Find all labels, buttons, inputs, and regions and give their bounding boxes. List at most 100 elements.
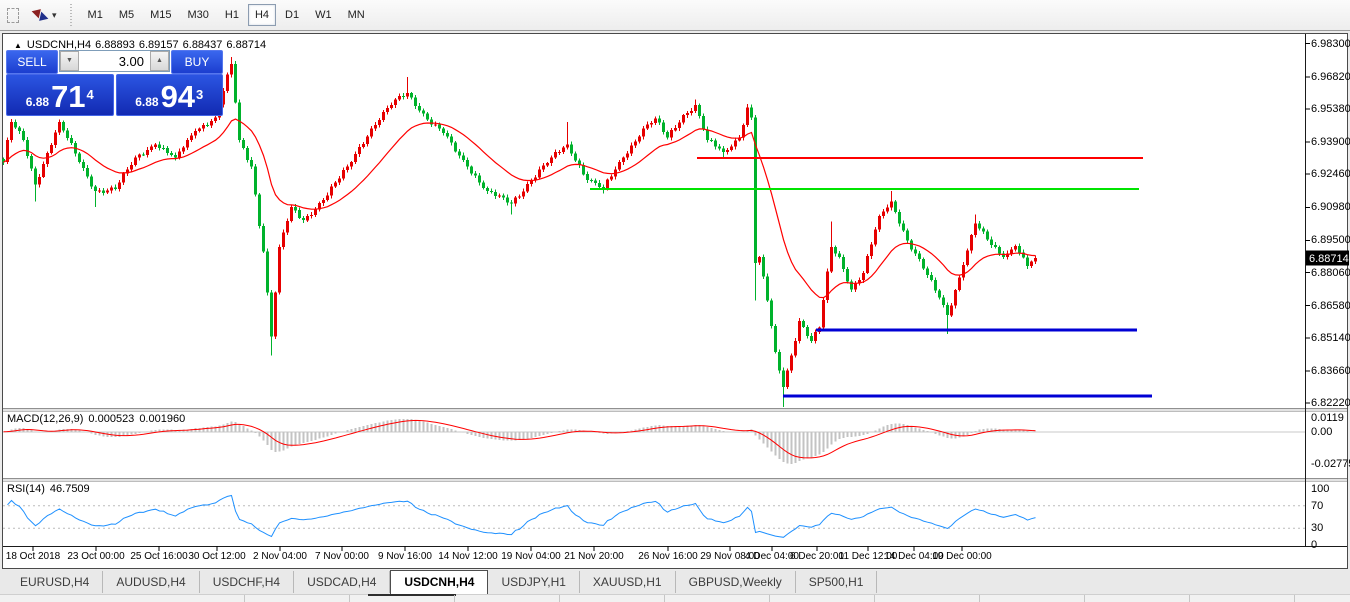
time-axis-label: 29 Nov 08:00 [700,551,760,562]
volume-spinner: ▼ 3.00 ▲ [59,50,170,72]
toolbar-grip[interactable] [68,4,74,26]
volume-value[interactable]: 3.00 [118,53,144,69]
tab-usdcnh-h4[interactable]: USDCNH,H4 [390,570,489,594]
timeframe-mn-button[interactable]: MN [341,4,372,26]
tab-xauusd-h1[interactable]: XAUUSD,H1 [580,571,676,593]
candles-layer[interactable] [2,57,1037,407]
sr-lines [590,157,1152,398]
bid-price-panel[interactable]: 6.88 71 4 [6,74,114,116]
macd-value-main: 0.000523 [88,413,135,425]
tab-usdcad-h4[interactable]: USDCAD,H4 [294,571,391,593]
price-axis-label: 6.85140 [1311,331,1350,344]
time-axis-label: 30 Oct 12:00 [188,551,246,562]
dropdown-arrow-icon[interactable]: ▾ [52,9,57,20]
time-axis-label: 19 Dec 00:00 [932,551,992,562]
rsi-axis-label: 30 [1311,522,1324,535]
current-price-label: 6.88714 [1309,253,1349,265]
selection-box-icon[interactable] [4,6,22,24]
ask-big-digits: 94 [160,79,196,114]
status-cells [140,595,1350,602]
symbol-tab-bar: EURUSD,H4 AUDUSD,H4 USDCHF,H4 USDCAD,H4 … [0,570,1350,594]
ohlc-low: 6.88437 [182,39,223,51]
time-axis-label: 25 Oct 16:00 [130,551,188,562]
rsi-axis-label: 70 [1311,499,1324,512]
bid-prefix: 6.88 [25,95,50,109]
price-axis-label: 6.88060 [1311,266,1350,279]
price-axis-label: 6.98300 [1311,37,1350,50]
rsi-level-lines [3,505,1305,529]
ohlc-high: 6.89157 [138,39,179,51]
tab-usdchf-h4[interactable]: USDCHF,H4 [200,571,295,593]
ask-prefix: 6.88 [135,95,159,109]
timeframe-m30-button[interactable]: M30 [181,4,216,26]
rsi-label: RSI(14) [7,483,45,495]
price-axis-label: 6.96820 [1311,70,1350,83]
timeframe-m5-button[interactable]: M5 [112,4,141,26]
bid-big-digits: 71 [51,79,86,114]
sell-button[interactable]: SELL [6,50,58,74]
timeframe-w1-button[interactable]: W1 [308,4,339,26]
time-axis-label: 14 Dec 04:00 [884,551,944,562]
tab-sp500-h1[interactable]: SP500,H1 [796,571,878,593]
ask-pip-digit: 3 [196,87,204,102]
symbol-title: USDCNH,H4 [26,39,92,51]
time-axis-label: 18 Oct 2018 [5,551,61,562]
top-toolbar: ▾ M1 M5 M15 M30 H1 H4 D1 W1 MN [0,0,1350,31]
time-axis-label: 6 Dec 20:00 [790,551,844,562]
ask-price-panel[interactable]: 6.88 94 3 [115,74,223,116]
volume-increase-icon[interactable]: ▲ [150,51,169,71]
macd-axis-label: 0.0119 [1311,411,1344,424]
price-axis-label: 6.86580 [1311,299,1350,312]
timeframe-m15-button[interactable]: M15 [143,4,178,26]
tab-eurusd-h4[interactable]: EURUSD,H4 [6,571,104,593]
buy-button[interactable]: BUY [171,50,223,74]
collapse-arrow-icon[interactable]: ▲ [14,41,22,50]
rsi-axis-label: 0 [1311,539,1318,551]
tab-gbpusd-weekly[interactable]: GBPUSD,Weekly [676,571,796,593]
bid-pip-digit: 4 [86,87,94,102]
macd-histogram [6,418,1037,464]
time-axis: 18 Oct 2018 23 Oct 00:00 25 Oct 16:00 30 Oc… [0,551,1305,565]
time-axis-label: 2 Nov 04:00 [253,551,307,562]
current-price-tag: 6.88714 [1306,250,1349,266]
price-axis-label: 6.89500 [1311,234,1350,247]
macd-pane-label: MACD(12,26,9) 0.000523 0.001960 [7,413,190,425]
one-click-trading-panel: SELL ▼ 3.00 ▲ BUY 6.88 71 4 6.88 94 3 [6,50,223,116]
macd-label: MACD(12,26,9) [7,413,84,425]
rsi-value: 46.7509 [49,483,90,495]
macd-value-signal: 0.001960 [139,413,186,425]
macd-axis-label: 0.00 [1311,425,1333,438]
timeframe-d1-button[interactable]: D1 [278,4,306,26]
price-axis-label: 6.83660 [1311,364,1350,377]
rsi-axis: 100 70 30 0 [1305,0,1350,602]
price-axis: 6.98300 6.96820 6.95380 6.93900 6.92460 6.909… [1305,0,1350,602]
time-axis-label: 7 Nov 00:00 [315,551,369,562]
price-axis-label: 6.95380 [1311,102,1350,115]
tab-audusd-h4[interactable]: AUDUSD,H4 [103,571,200,593]
time-axis-label: 14 Nov 12:00 [438,551,498,562]
timeframe-h1-button[interactable]: H1 [218,4,246,26]
rsi-axis-label: 100 [1311,483,1330,495]
timeframe-h4-button[interactable]: H4 [247,4,277,26]
time-axis-label: 23 Oct 00:00 [67,551,125,562]
chart-header: ▲ USDCNH,H4 6.88893 6.89157 6.88437 6.88714 [14,39,270,51]
time-axis-label: 11 Dec 12:00 [838,551,898,562]
price-axis-label: 6.82220 [1311,397,1350,410]
tab-usdjpy-h1[interactable]: USDJPY,H1 [488,571,580,593]
status-strip [0,594,1350,602]
volume-decrease-icon[interactable]: ▼ [60,51,79,71]
time-axis-label: 19 Nov 04:00 [501,551,561,562]
rsi-line [7,494,1036,538]
ma-line [3,118,1036,299]
ohlc-close: 6.88714 [226,39,267,51]
rsi-pane-label: RSI(14) 46.7509 [7,483,95,495]
timeframe-m1-button[interactable]: M1 [81,4,110,26]
price-axis-label: 6.92460 [1311,168,1350,181]
price-axis-label: 6.90980 [1311,201,1350,214]
time-axis-label: 4 Dec 04:00 [745,551,799,562]
time-axis-label: 21 Nov 20:00 [564,551,624,562]
time-axis-label: 9 Nov 16:00 [378,551,432,562]
